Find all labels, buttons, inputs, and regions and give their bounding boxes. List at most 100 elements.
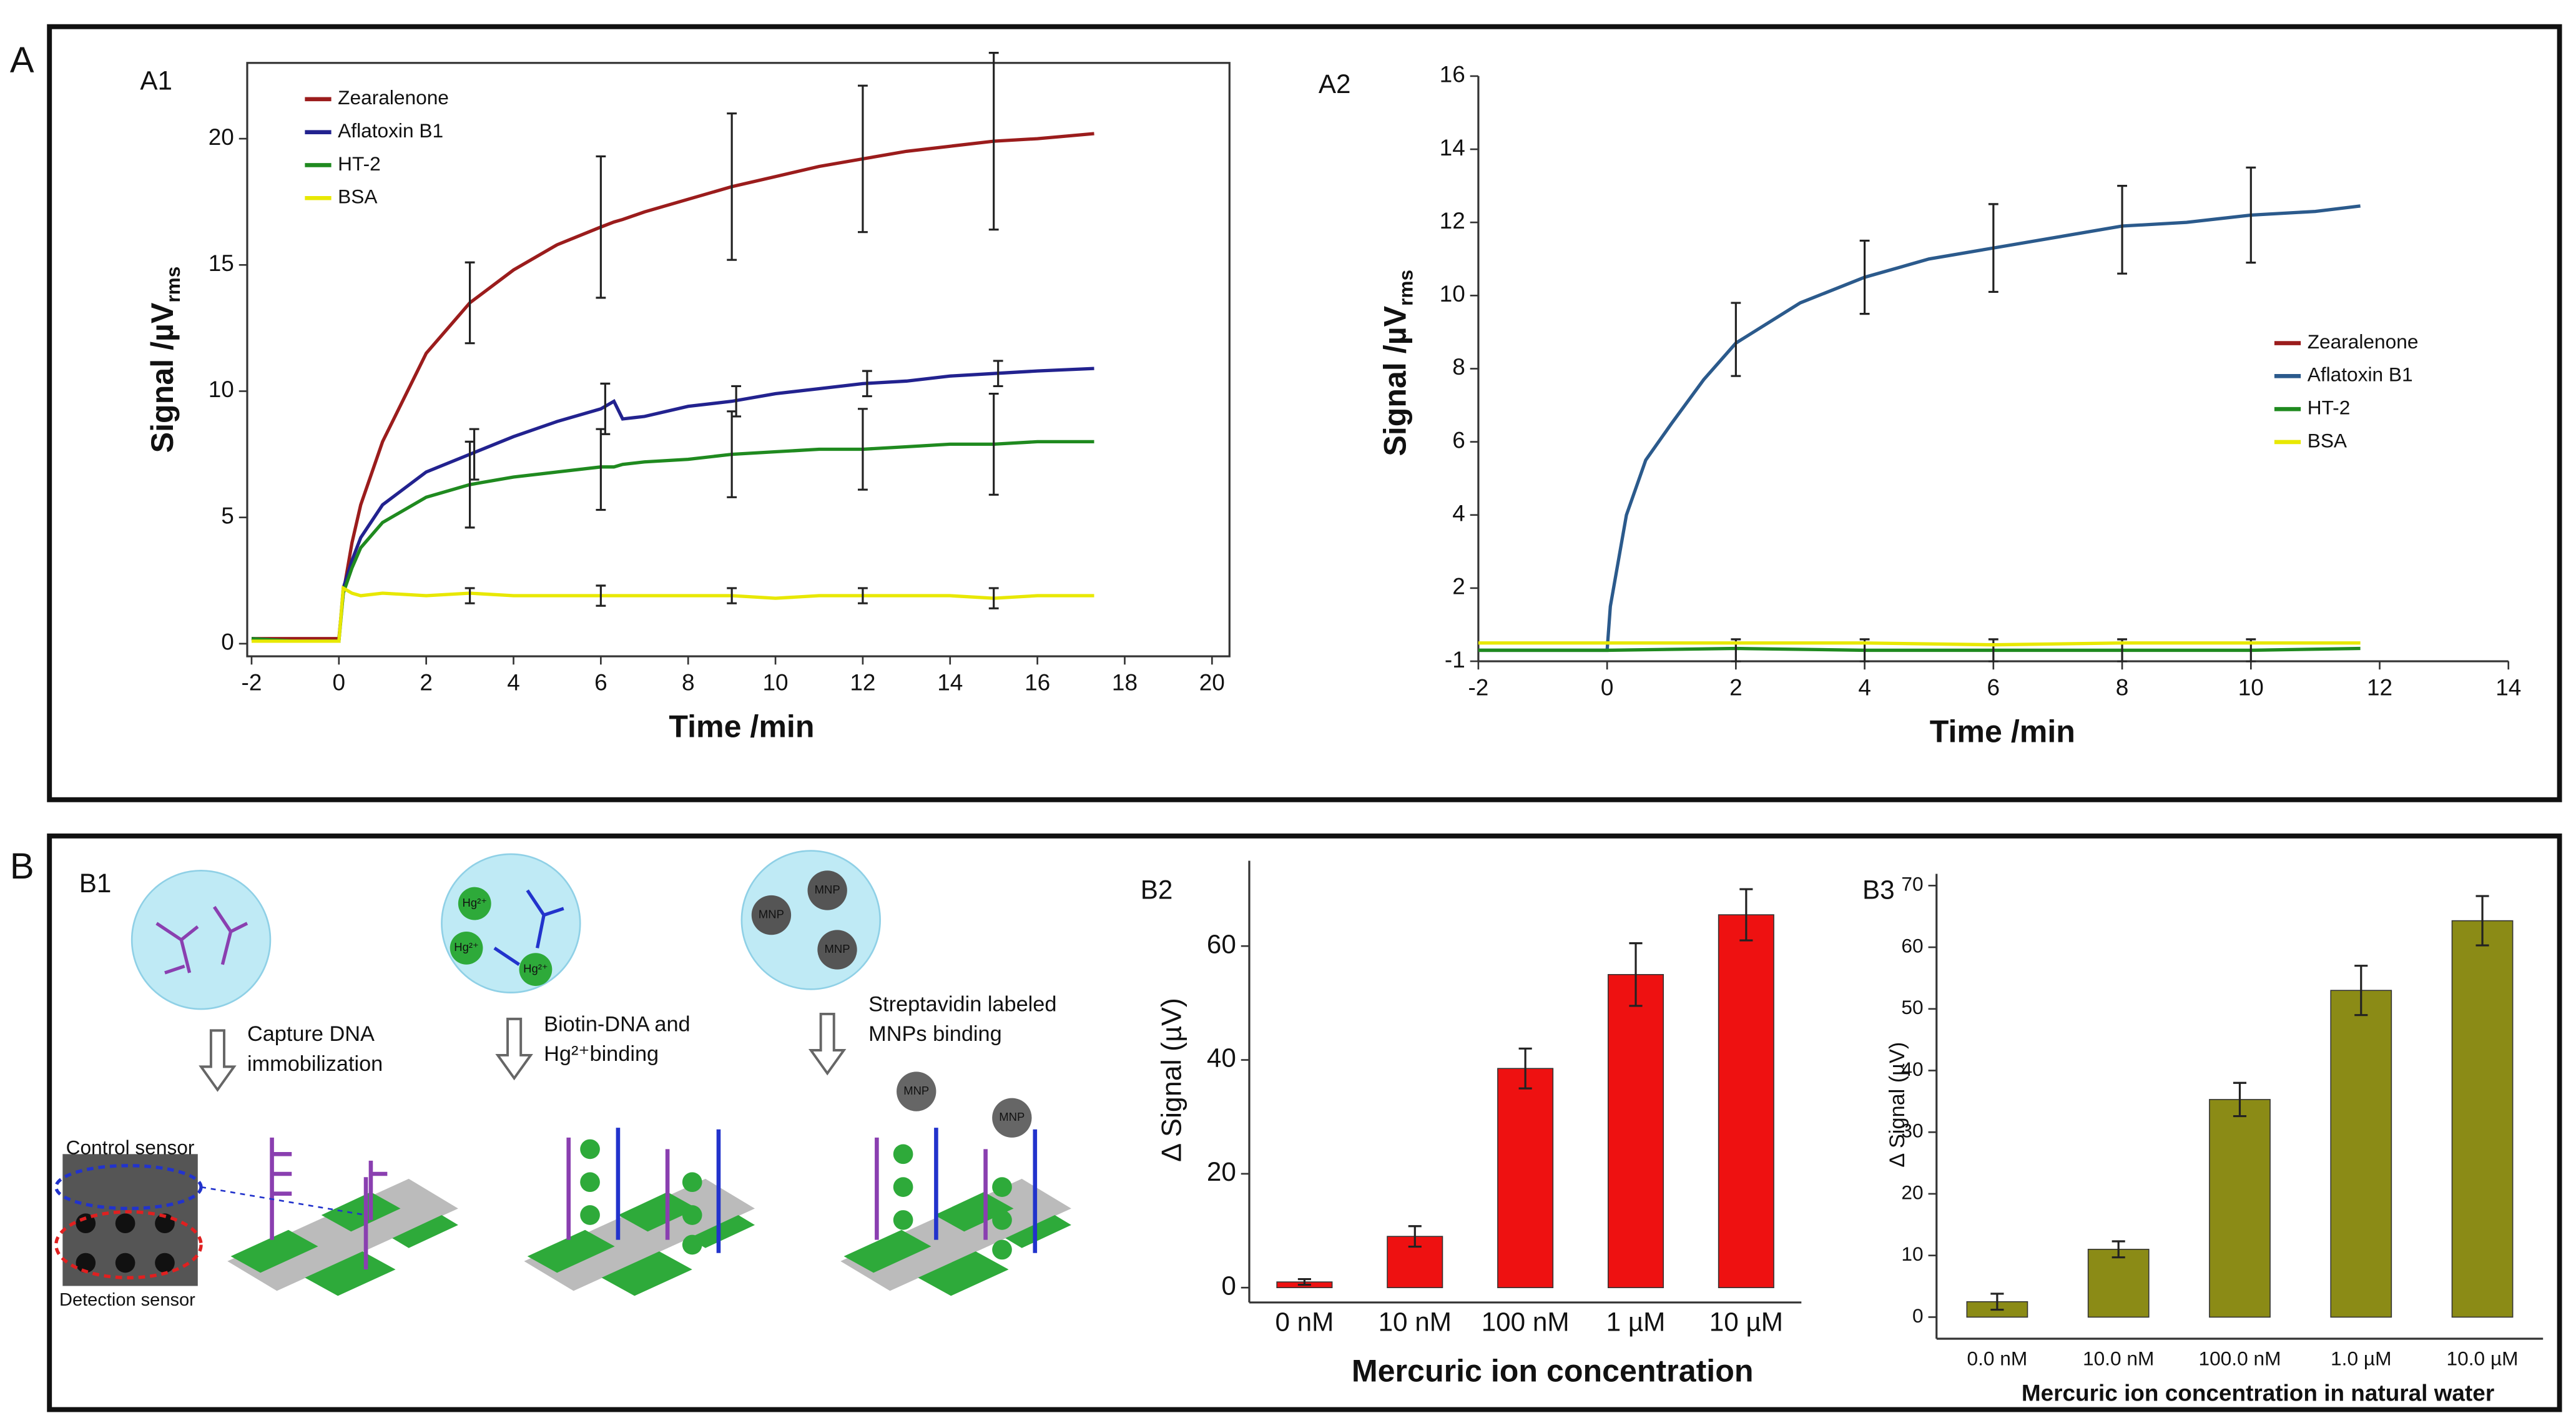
bar — [2209, 1099, 2271, 1318]
x-tick-label: 10 — [2238, 675, 2264, 701]
chart-title: B3 — [1862, 875, 1895, 905]
error-bar — [596, 584, 606, 607]
arrow — [808, 1012, 847, 1076]
bar — [1607, 973, 1664, 1288]
chip-base — [840, 1178, 1071, 1291]
error-bar — [727, 587, 737, 604]
error-bar — [1297, 1278, 1311, 1286]
y-axis-title-subscript: rms — [162, 267, 184, 303]
series-line — [1478, 646, 2361, 652]
error-bar — [1988, 203, 1998, 293]
x-tick-label: 1.0 µM — [2331, 1347, 2391, 1370]
ion — [893, 1144, 913, 1165]
x-tick-label: 6 — [1987, 675, 2000, 701]
error-bar — [727, 410, 737, 498]
error-bar — [600, 382, 611, 435]
ion — [893, 1210, 913, 1230]
chart-title: A2 — [1319, 69, 1351, 99]
x-tick-label: 0 — [1601, 675, 1614, 701]
y-tick-label: 16 — [1440, 62, 1465, 87]
bar — [2087, 1249, 2150, 1318]
y-tick-label: 15 — [209, 250, 234, 276]
arrows — [199, 1012, 847, 1092]
y-axis-title-text: Signal /µV — [1378, 305, 1413, 456]
bubble-circle — [441, 853, 581, 993]
y-tick-label: 30 — [1901, 1120, 1923, 1142]
sensor-label: Control sensor — [66, 1136, 195, 1159]
capture-dna — [270, 1137, 388, 1270]
series-line — [1478, 204, 2361, 652]
x-tick-label: 6 — [594, 670, 607, 696]
ion-label: Hg²⁺ — [463, 896, 488, 909]
error-bar — [993, 360, 1003, 387]
series-line — [251, 367, 1094, 643]
y-tick-label: 2 — [1452, 574, 1465, 599]
diagram: B1 Hg²⁺ Hg²⁺ Hg²⁺ MNP MNP MNP Capture DN… — [54, 850, 1071, 1310]
y-axis-title: Δ Signal (µV) — [1155, 998, 1187, 1162]
error-bar — [862, 370, 872, 398]
detection-highlight — [54, 1210, 203, 1279]
error-bar — [465, 587, 475, 604]
legend-label: Zearalenone — [338, 86, 449, 109]
error-bar — [988, 587, 999, 609]
ion — [450, 931, 483, 965]
x-tick-label: 4 — [507, 670, 520, 696]
y-tick-label: 60 — [1901, 934, 1923, 957]
y-tick-label: 0 — [221, 629, 234, 655]
y-tick-label: 0 — [1221, 1271, 1236, 1300]
particle — [992, 1098, 1032, 1138]
x-tick-label: 100 nM — [1482, 1307, 1570, 1336]
panel-label: B — [10, 846, 34, 887]
x-tick-label: 10 µM — [1709, 1307, 1783, 1336]
particle — [807, 870, 847, 910]
x-tick-label: 16 — [1025, 670, 1050, 696]
y-tick-label: 10 — [209, 377, 234, 402]
particle-label: MNP — [999, 1110, 1025, 1123]
chip-base — [227, 1178, 458, 1291]
y-tick-label: 20 — [1207, 1157, 1236, 1186]
y-tick-label: 8 — [1452, 354, 1465, 380]
legend-label: Zearalenone — [2308, 330, 2419, 353]
pad — [843, 1192, 1071, 1296]
ion — [682, 1234, 702, 1255]
y-tick-label: 10 — [1901, 1243, 1923, 1265]
x-axis-title: Mercuric ion concentration — [1352, 1354, 1754, 1389]
x-tick-label: 8 — [682, 670, 695, 696]
particle-label: MNP — [824, 942, 850, 955]
dna-strand — [493, 889, 564, 966]
y-tick-label: -1 — [1445, 647, 1465, 672]
x-tick-label: 12 — [850, 670, 875, 696]
legend-label: HT-2 — [338, 152, 381, 175]
series-line — [251, 440, 1094, 643]
x-axis-title: Time /min — [669, 709, 814, 744]
y-tick-label: 20 — [209, 124, 234, 150]
error-bar — [988, 52, 999, 231]
bubble-circle — [130, 869, 272, 1010]
error-bar — [1629, 942, 1643, 1007]
bar — [2330, 990, 2392, 1318]
ion — [682, 1172, 702, 1193]
biotin-dna — [616, 1128, 1038, 1253]
y-tick-label: 10 — [1440, 281, 1465, 307]
error-bar — [2111, 1240, 2125, 1259]
error-bar — [2246, 166, 2256, 264]
x-tick-label: 18 — [1112, 670, 1138, 696]
bubble: Hg²⁺ Hg²⁺ Hg²⁺ MNP MNP MNP — [130, 850, 881, 1010]
chart-title: B2 — [1141, 875, 1173, 905]
ion — [992, 1177, 1012, 1197]
sensor-label: Detection sensor — [59, 1290, 195, 1310]
error-bar — [1739, 888, 1753, 942]
plot-frame — [246, 62, 1231, 657]
step-label: Capture DNA immobilization — [247, 1022, 383, 1076]
particle — [751, 895, 792, 935]
ion — [682, 1205, 702, 1225]
x-tick-label: 2 — [1729, 675, 1743, 701]
y-tick-label: 40 — [1901, 1058, 1923, 1080]
panel-label: A — [10, 40, 34, 81]
pad — [527, 1192, 755, 1296]
error-bar — [469, 428, 479, 481]
y-tick-label: 0 — [1912, 1304, 1924, 1327]
error-bar — [988, 392, 999, 496]
bar — [1718, 914, 1774, 1288]
